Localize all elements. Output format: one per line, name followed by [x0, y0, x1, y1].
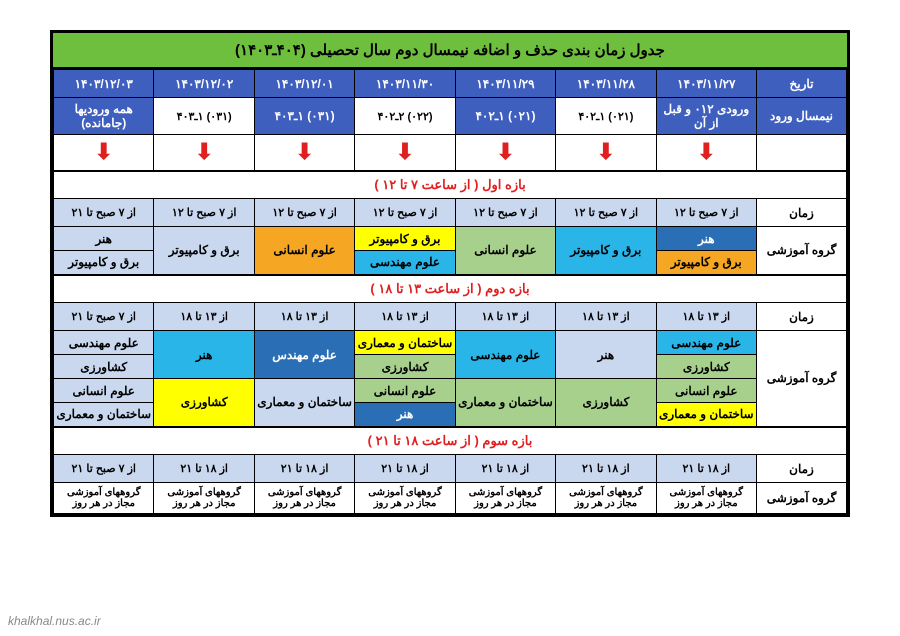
- entry-5: (۰۳۱) ۱ـ۴۰۳: [254, 98, 354, 135]
- group-label: گروه آموزشی: [757, 227, 847, 275]
- sec2-time-row: زمان از ۱۳ تا ۱۸ از ۱۳ تا ۱۸ از ۱۳ تا ۱۸…: [54, 303, 847, 331]
- section1-title: بازه اول ( از ساعت ۷ تا ۱۲ ): [54, 171, 847, 199]
- watermark: khalkhal.nus.ac.ir: [8, 614, 101, 628]
- date-3: ۱۴۰۳/۱۱/۲۹: [455, 70, 555, 98]
- date-1: ۱۴۰۳/۱۱/۲۷: [656, 70, 756, 98]
- arrow-down-icon: ⬇: [697, 139, 715, 164]
- main-table: تاریخ ۱۴۰۳/۱۱/۲۷ ۱۴۰۳/۱۱/۲۸ ۱۴۰۳/۱۱/۲۹ ۱…: [53, 69, 847, 514]
- sec1-group-row1: گروه آموزشی هنر برق و کامپیوتر علوم انسا…: [54, 227, 847, 251]
- arrow-down-icon: ⬇: [396, 139, 414, 164]
- entry-7: همه ورودیها (جامانده): [54, 98, 154, 135]
- time-label: زمان: [757, 199, 847, 227]
- date-7: ۱۴۰۳/۱۲/۰۳: [54, 70, 154, 98]
- arrow-down-icon: ⬇: [95, 139, 113, 164]
- entry-row: نیمسال ورود ورودی ۰۱۲ و قبل از آن (۰۲۱) …: [54, 98, 847, 135]
- sec3-group-row: گروه آموزشی گروههای آموزشی مجاز در هر رو…: [54, 483, 847, 514]
- arrow-row: ⬇ ⬇ ⬇ ⬇ ⬇ ⬇ ⬇: [54, 135, 847, 171]
- section2-title: بازه دوم ( از ساعت ۱۳ تا ۱۸ ): [54, 275, 847, 303]
- arrow-down-icon: ⬇: [496, 139, 514, 164]
- entry-6: (۰۳۱) ۱ـ۴۰۳: [154, 98, 254, 135]
- arrow-down-icon: ⬇: [195, 139, 213, 164]
- entry-4: (۰۲۲) ۲ـ۴۰۲: [355, 98, 455, 135]
- schedule-table: جدول زمان بندی حذف و اضافه نیمسال دوم سا…: [50, 30, 850, 517]
- entry-2: (۰۲۱) ۱ـ۴۰۲: [556, 98, 656, 135]
- date-5: ۱۴۰۳/۱۲/۰۱: [254, 70, 354, 98]
- date-label: تاریخ: [757, 70, 847, 98]
- entry-label: نیمسال ورود: [757, 98, 847, 135]
- date-4: ۱۴۰۳/۱۱/۳۰: [355, 70, 455, 98]
- date-row: تاریخ ۱۴۰۳/۱۱/۲۷ ۱۴۰۳/۱۱/۲۸ ۱۴۰۳/۱۱/۲۹ ۱…: [54, 70, 847, 98]
- section3-title: بازه سوم ( از ساعت ۱۸ تا ۲۱ ): [54, 427, 847, 455]
- date-2: ۱۴۰۳/۱۱/۲۸: [556, 70, 656, 98]
- arrow-down-icon: ⬇: [295, 139, 313, 164]
- title: جدول زمان بندی حذف و اضافه نیمسال دوم سا…: [53, 33, 847, 69]
- date-6: ۱۴۰۳/۱۲/۰۲: [154, 70, 254, 98]
- sec3-time-row: زمان از ۱۸ تا ۲۱ از ۱۸ تا ۲۱ از ۱۸ تا ۲۱…: [54, 455, 847, 483]
- entry-1: ورودی ۰۱۲ و قبل از آن: [656, 98, 756, 135]
- arrow-down-icon: ⬇: [597, 139, 615, 164]
- entry-3: (۰۲۱) ۱ـ۴۰۲: [455, 98, 555, 135]
- sec2-group-row1: گروه آموزشی علوم مهندسی هنر علوم مهندسی …: [54, 331, 847, 355]
- sec1-time-row: زمان از ۷ صبح تا ۱۲ از ۷ صبح تا ۱۲ از ۷ …: [54, 199, 847, 227]
